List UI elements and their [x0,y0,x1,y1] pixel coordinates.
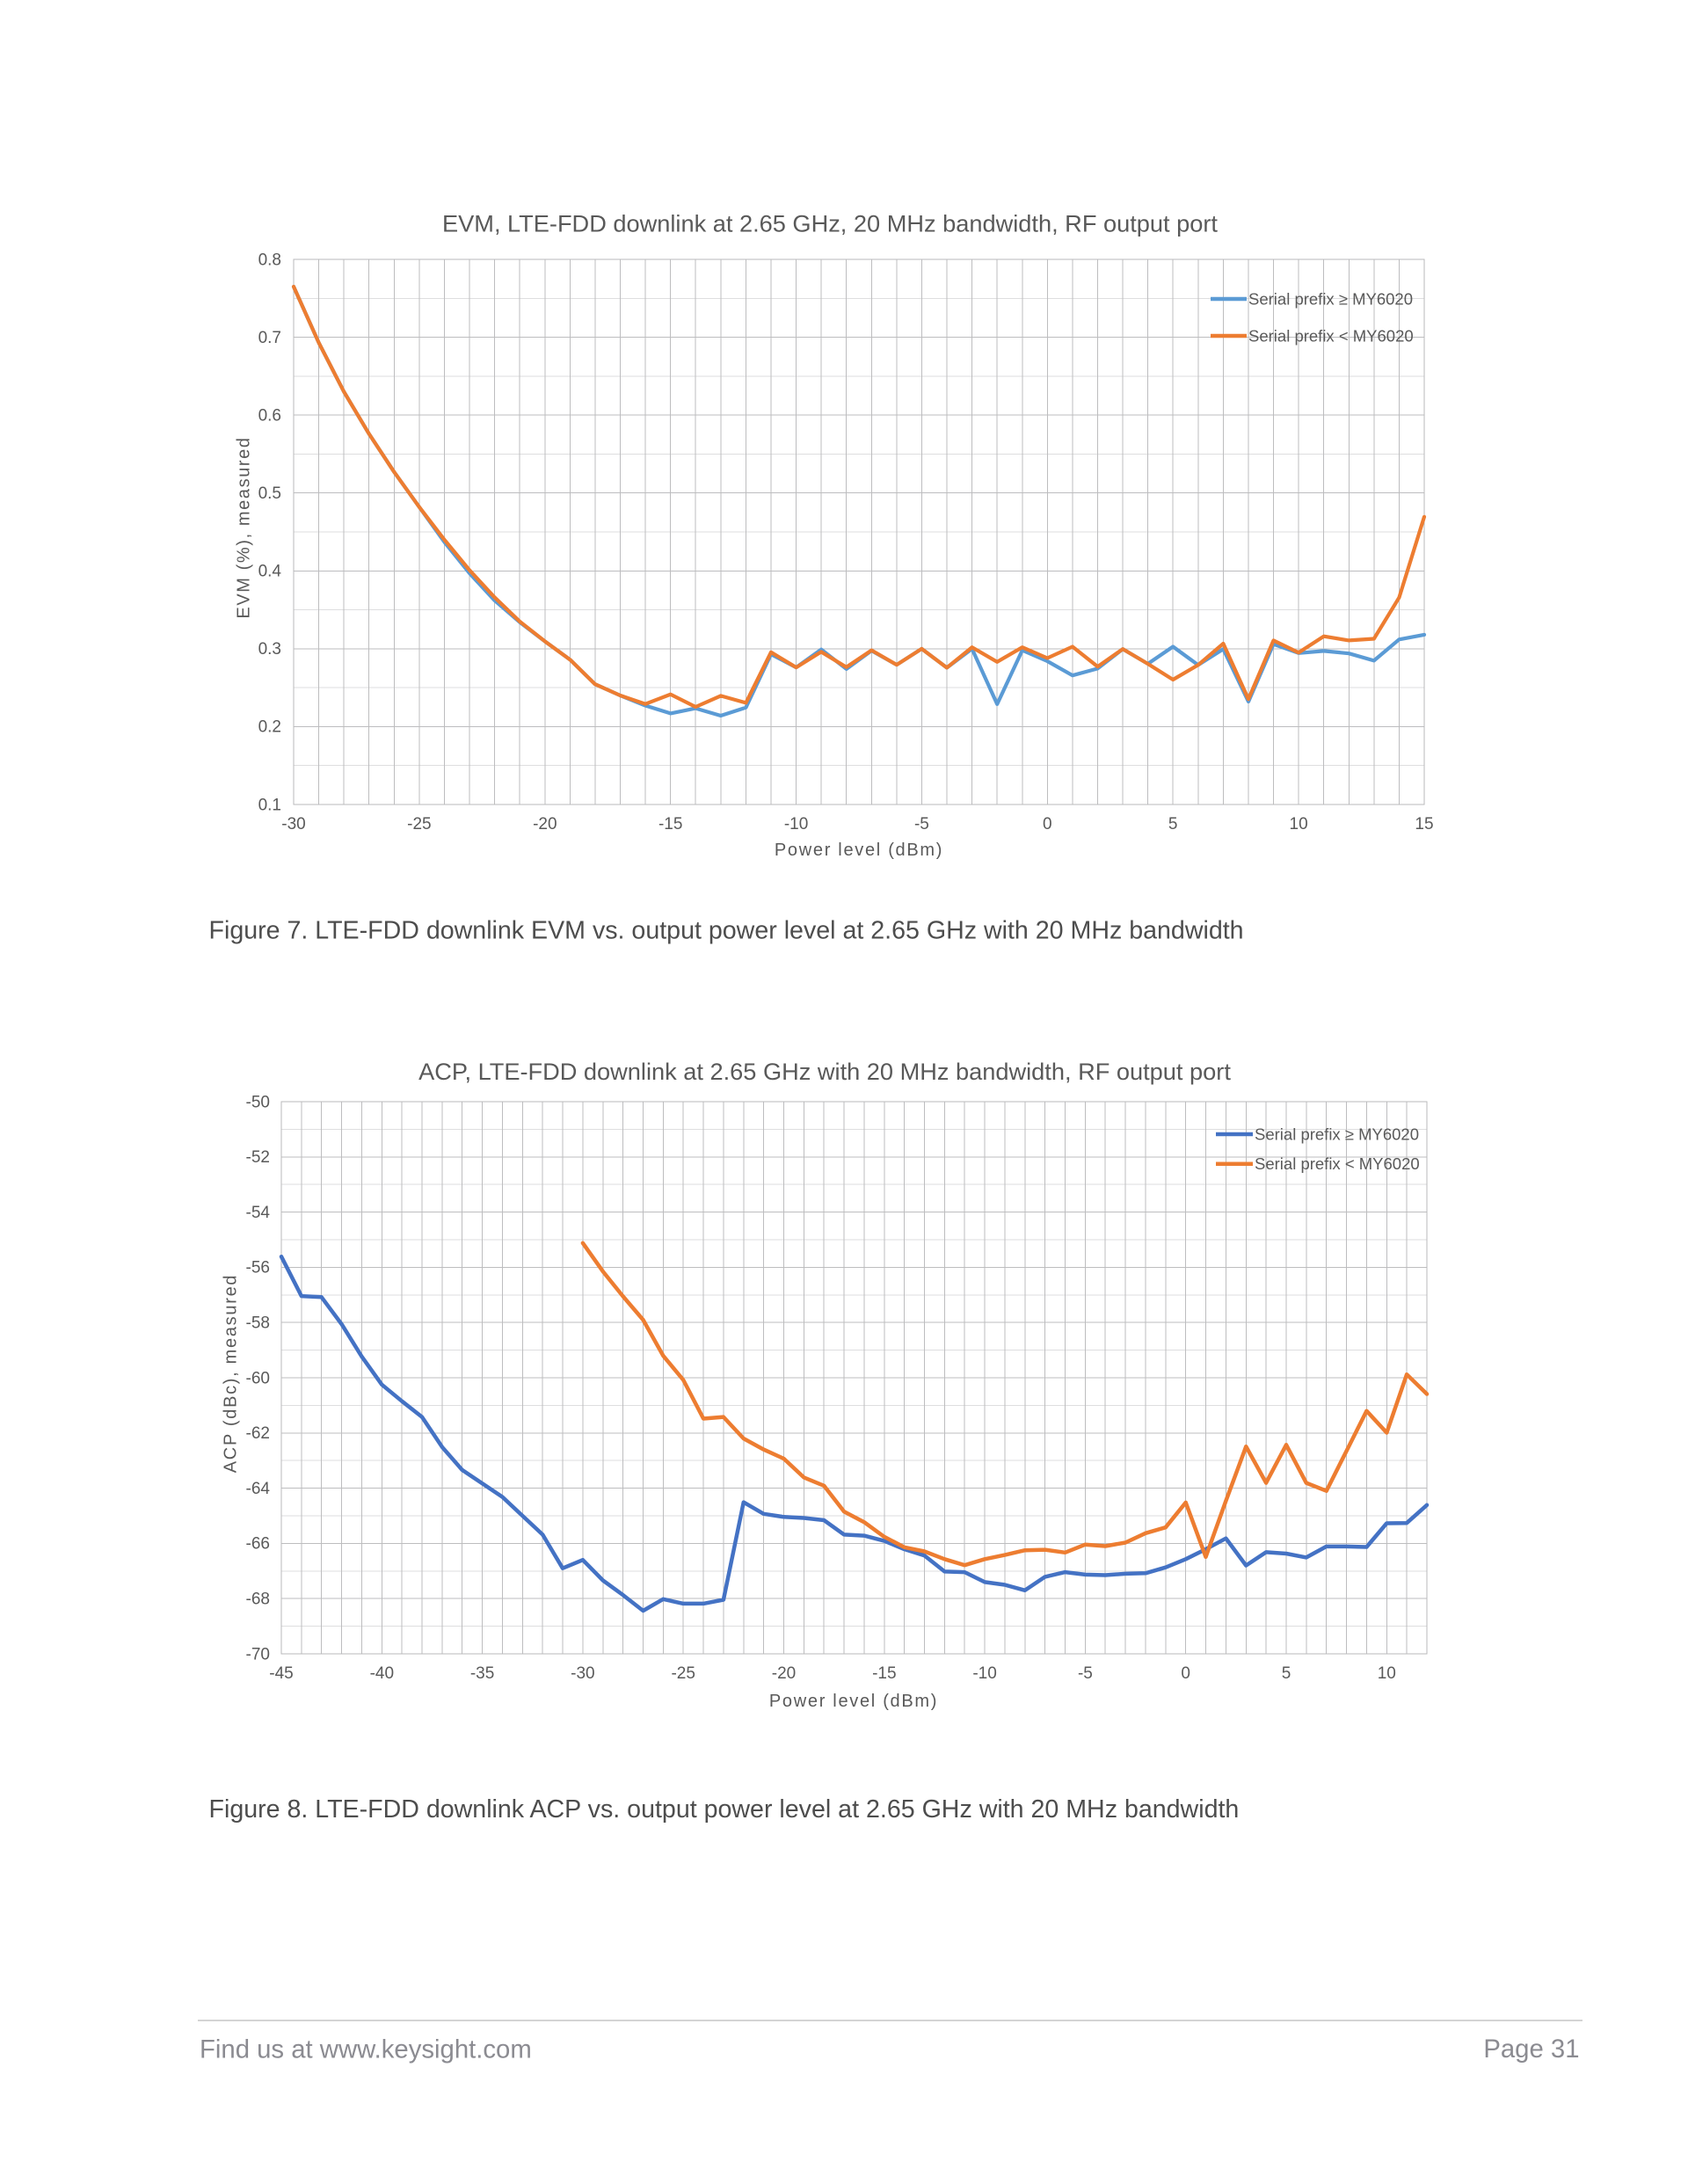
svg-text:10: 10 [1378,1664,1396,1683]
svg-text:-40: -40 [370,1664,394,1683]
svg-text:-25: -25 [671,1664,695,1683]
svg-text:-60: -60 [246,1369,270,1387]
svg-text:-20: -20 [772,1664,796,1683]
svg-text:0.7: 0.7 [258,329,281,347]
svg-text:0.2: 0.2 [258,718,281,737]
svg-text:0: 0 [1181,1664,1190,1683]
svg-text:-50: -50 [246,1093,270,1111]
svg-text:5: 5 [1282,1664,1291,1683]
svg-text:ACP, LTE-FDD downlink at 2.65: ACP, LTE-FDD downlink at 2.65 GHz with 2… [418,1058,1231,1085]
svg-text:EVM (%), measured: EVM (%), measured [235,436,254,618]
svg-text:Figure 8. LTE-FDD downlink ACP: Figure 8. LTE-FDD downlink ACP vs. outpu… [209,1795,1240,1824]
svg-text:-66: -66 [246,1535,270,1554]
svg-text:0.6: 0.6 [258,406,281,425]
svg-text:-15: -15 [872,1664,896,1683]
svg-text:-70: -70 [246,1645,270,1663]
svg-text:Power level (dBm): Power level (dBm) [769,1692,938,1711]
svg-text:-5: -5 [914,815,929,834]
svg-text:-20: -20 [533,815,557,834]
svg-text:-64: -64 [246,1480,271,1498]
svg-text:5: 5 [1168,815,1178,834]
svg-text:Find us at www.keysight.com: Find us at www.keysight.com [200,2035,532,2064]
svg-text:Power level (dBm): Power level (dBm) [775,841,943,860]
svg-text:-30: -30 [281,815,305,834]
svg-text:0: 0 [1043,815,1052,834]
svg-text:ACP (dBc), measured: ACP (dBc), measured [222,1274,241,1473]
svg-text:-15: -15 [658,815,682,834]
svg-text:Figure 7. LTE-FDD downlink EVM: Figure 7. LTE-FDD downlink EVM vs. outpu… [209,916,1244,944]
svg-text:-54: -54 [246,1204,271,1222]
svg-text:-10: -10 [784,815,808,834]
svg-text:0.3: 0.3 [258,640,281,659]
svg-text:EVM, LTE-FDD downlink at 2.65: EVM, LTE-FDD downlink at 2.65 GHz, 20 MH… [442,210,1218,237]
svg-text:-68: -68 [246,1591,270,1609]
svg-text:0.4: 0.4 [258,563,282,581]
svg-text:-56: -56 [246,1259,270,1278]
svg-text:15: 15 [1415,815,1433,834]
svg-text:-35: -35 [470,1664,494,1683]
svg-text:0.1: 0.1 [258,796,281,814]
svg-text:-30: -30 [571,1664,594,1683]
svg-text:Page 31: Page 31 [1483,2035,1579,2064]
svg-text:-5: -5 [1078,1664,1093,1683]
svg-text:Serial prefix < MY6020: Serial prefix < MY6020 [1248,326,1414,345]
svg-text:0.5: 0.5 [258,484,281,503]
svg-text:Serial prefix ≥ MY6020: Serial prefix ≥ MY6020 [1255,1125,1419,1143]
svg-text:Serial prefix < MY6020: Serial prefix < MY6020 [1255,1154,1420,1173]
svg-text:10: 10 [1290,815,1308,834]
svg-text:-62: -62 [246,1424,270,1443]
svg-text:-58: -58 [246,1314,270,1333]
svg-text:0.8: 0.8 [258,251,281,269]
svg-text:-10: -10 [972,1664,996,1683]
svg-text:-52: -52 [246,1148,270,1167]
svg-text:-25: -25 [407,815,431,834]
svg-text:-45: -45 [269,1664,293,1683]
svg-text:Serial prefix ≥ MY6020: Serial prefix ≥ MY6020 [1248,289,1413,308]
